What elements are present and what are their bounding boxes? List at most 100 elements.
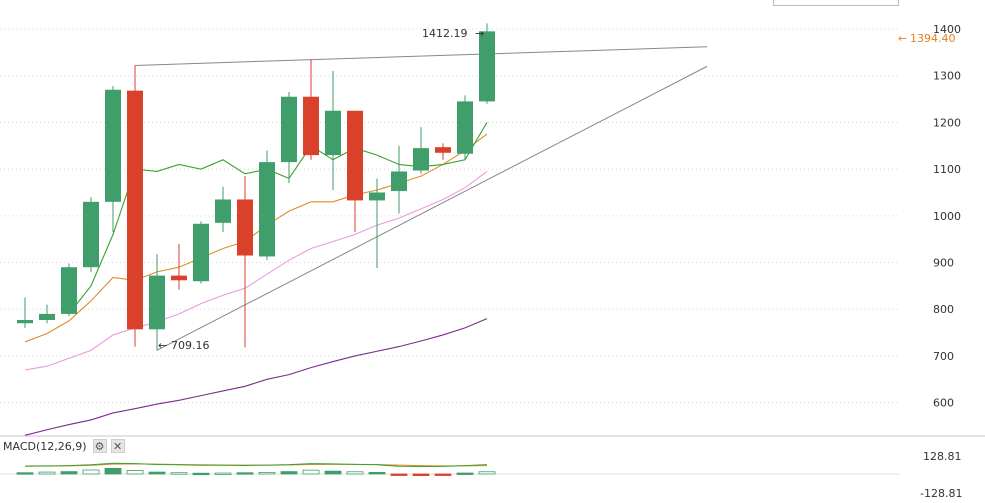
macd-title: MACD(12,26,9) [3,439,87,453]
candle [413,127,429,174]
candle-body [39,313,55,320]
macd-histogram-bar [434,473,452,476]
y-axis-labels: 600 700 800 900 1000 1100 1200 1300 1400 [933,23,961,410]
macd-histogram-bar [148,471,166,475]
candle [171,243,187,290]
macd-histogram-bar [346,471,364,475]
macd-histogram-bar [82,469,100,475]
ma-mid-line [24,133,488,343]
candle-body [435,147,451,153]
macd-histogram-bar [60,471,78,475]
candle [325,71,341,191]
macd-histogram-bar [456,472,474,475]
last-price-label: 1394.40 [910,32,956,45]
high-price-label: 1412.19 [422,27,468,40]
y-tick-label: 1300 [933,70,961,83]
macd-histogram-bar [16,472,34,475]
candle [347,110,363,233]
candle-body [127,90,143,330]
macd-histogram-bar [412,473,430,477]
candle [17,297,33,328]
ma-longest-line [24,318,488,436]
candle [369,178,385,269]
macd-histogram-bar [126,470,144,475]
candles [17,23,495,351]
candle [303,59,319,160]
moving-averages [24,122,488,436]
close-icon[interactable]: ✕ [110,439,125,453]
candle-body [171,275,187,281]
high-arrow: → [475,27,484,40]
panel-tab[interactable] [773,0,899,6]
candle-body [303,96,319,156]
candle [127,65,143,347]
macd-histogram-bar [280,471,298,475]
candle-body [215,199,231,223]
y-tick-label: 900 [933,257,954,270]
y-tick-label: 700 [933,350,954,363]
candle-body [369,192,385,201]
low-arrow: ← [158,339,167,352]
candle [83,197,99,272]
candle-body [259,162,275,257]
trendline [134,46,708,66]
last-price-arrow: ← [898,32,907,45]
macd-min-label: -128.81 [920,487,962,500]
candle [215,186,231,233]
macd-histogram-bar [214,472,232,475]
macd-histogram-bar [236,472,254,475]
macd-histogram-bar [192,472,210,476]
macd-max-label: 128.81 [923,450,962,463]
y-tick-label: 600 [933,397,954,410]
candle-body [413,148,429,171]
macd-histogram-bar [258,471,276,475]
macd-histogram-bar [324,470,342,475]
candle-body [105,89,121,202]
macd-histogram-bar [390,473,408,476]
candle [281,92,297,184]
y-tick-label: 1000 [933,210,961,223]
candle [105,85,121,233]
candle [193,221,209,284]
macd-histogram-bar [38,471,56,475]
candle [39,304,55,324]
macd-line [24,462,488,468]
candle-body [479,31,495,102]
candle [237,176,253,348]
trendlines [134,46,708,351]
macd-histogram-bar [302,469,320,475]
y-tick-label: 1400 [933,23,961,36]
macd-histogram-bar [368,471,386,475]
low-price-label: 709.16 [171,339,210,352]
candle-body [281,96,297,163]
candle [391,145,407,214]
settings-icon[interactable]: ⚙ [92,439,107,453]
macd-histogram-bar [478,471,496,475]
trendline [156,65,708,351]
candle-body [237,199,253,256]
candle-body [325,110,341,156]
candle-body [149,275,165,330]
candle-body [83,201,99,268]
ma-long-line [24,171,488,371]
candle-body [17,319,33,324]
candle [457,95,473,160]
candle-body [347,110,363,201]
candle-body [391,171,407,192]
annotations: 1412.19 → ← 709.16 ← 1394.40 [158,27,956,352]
candle-body [61,267,77,314]
y-tick-label: 1200 [933,116,961,129]
macd-histogram-bar [104,467,122,475]
candle [259,150,275,261]
candle [479,23,495,104]
candle [61,263,77,317]
macd-header: MACD(12,26,9) ⚙ ✕ [3,438,129,454]
y-tick-label: 1100 [933,163,961,176]
candle [149,254,165,351]
candle-body [457,101,473,154]
macd-histogram-bar [170,472,188,475]
macd-panel [16,462,496,477]
candle [435,143,451,160]
candle-body [193,223,209,282]
